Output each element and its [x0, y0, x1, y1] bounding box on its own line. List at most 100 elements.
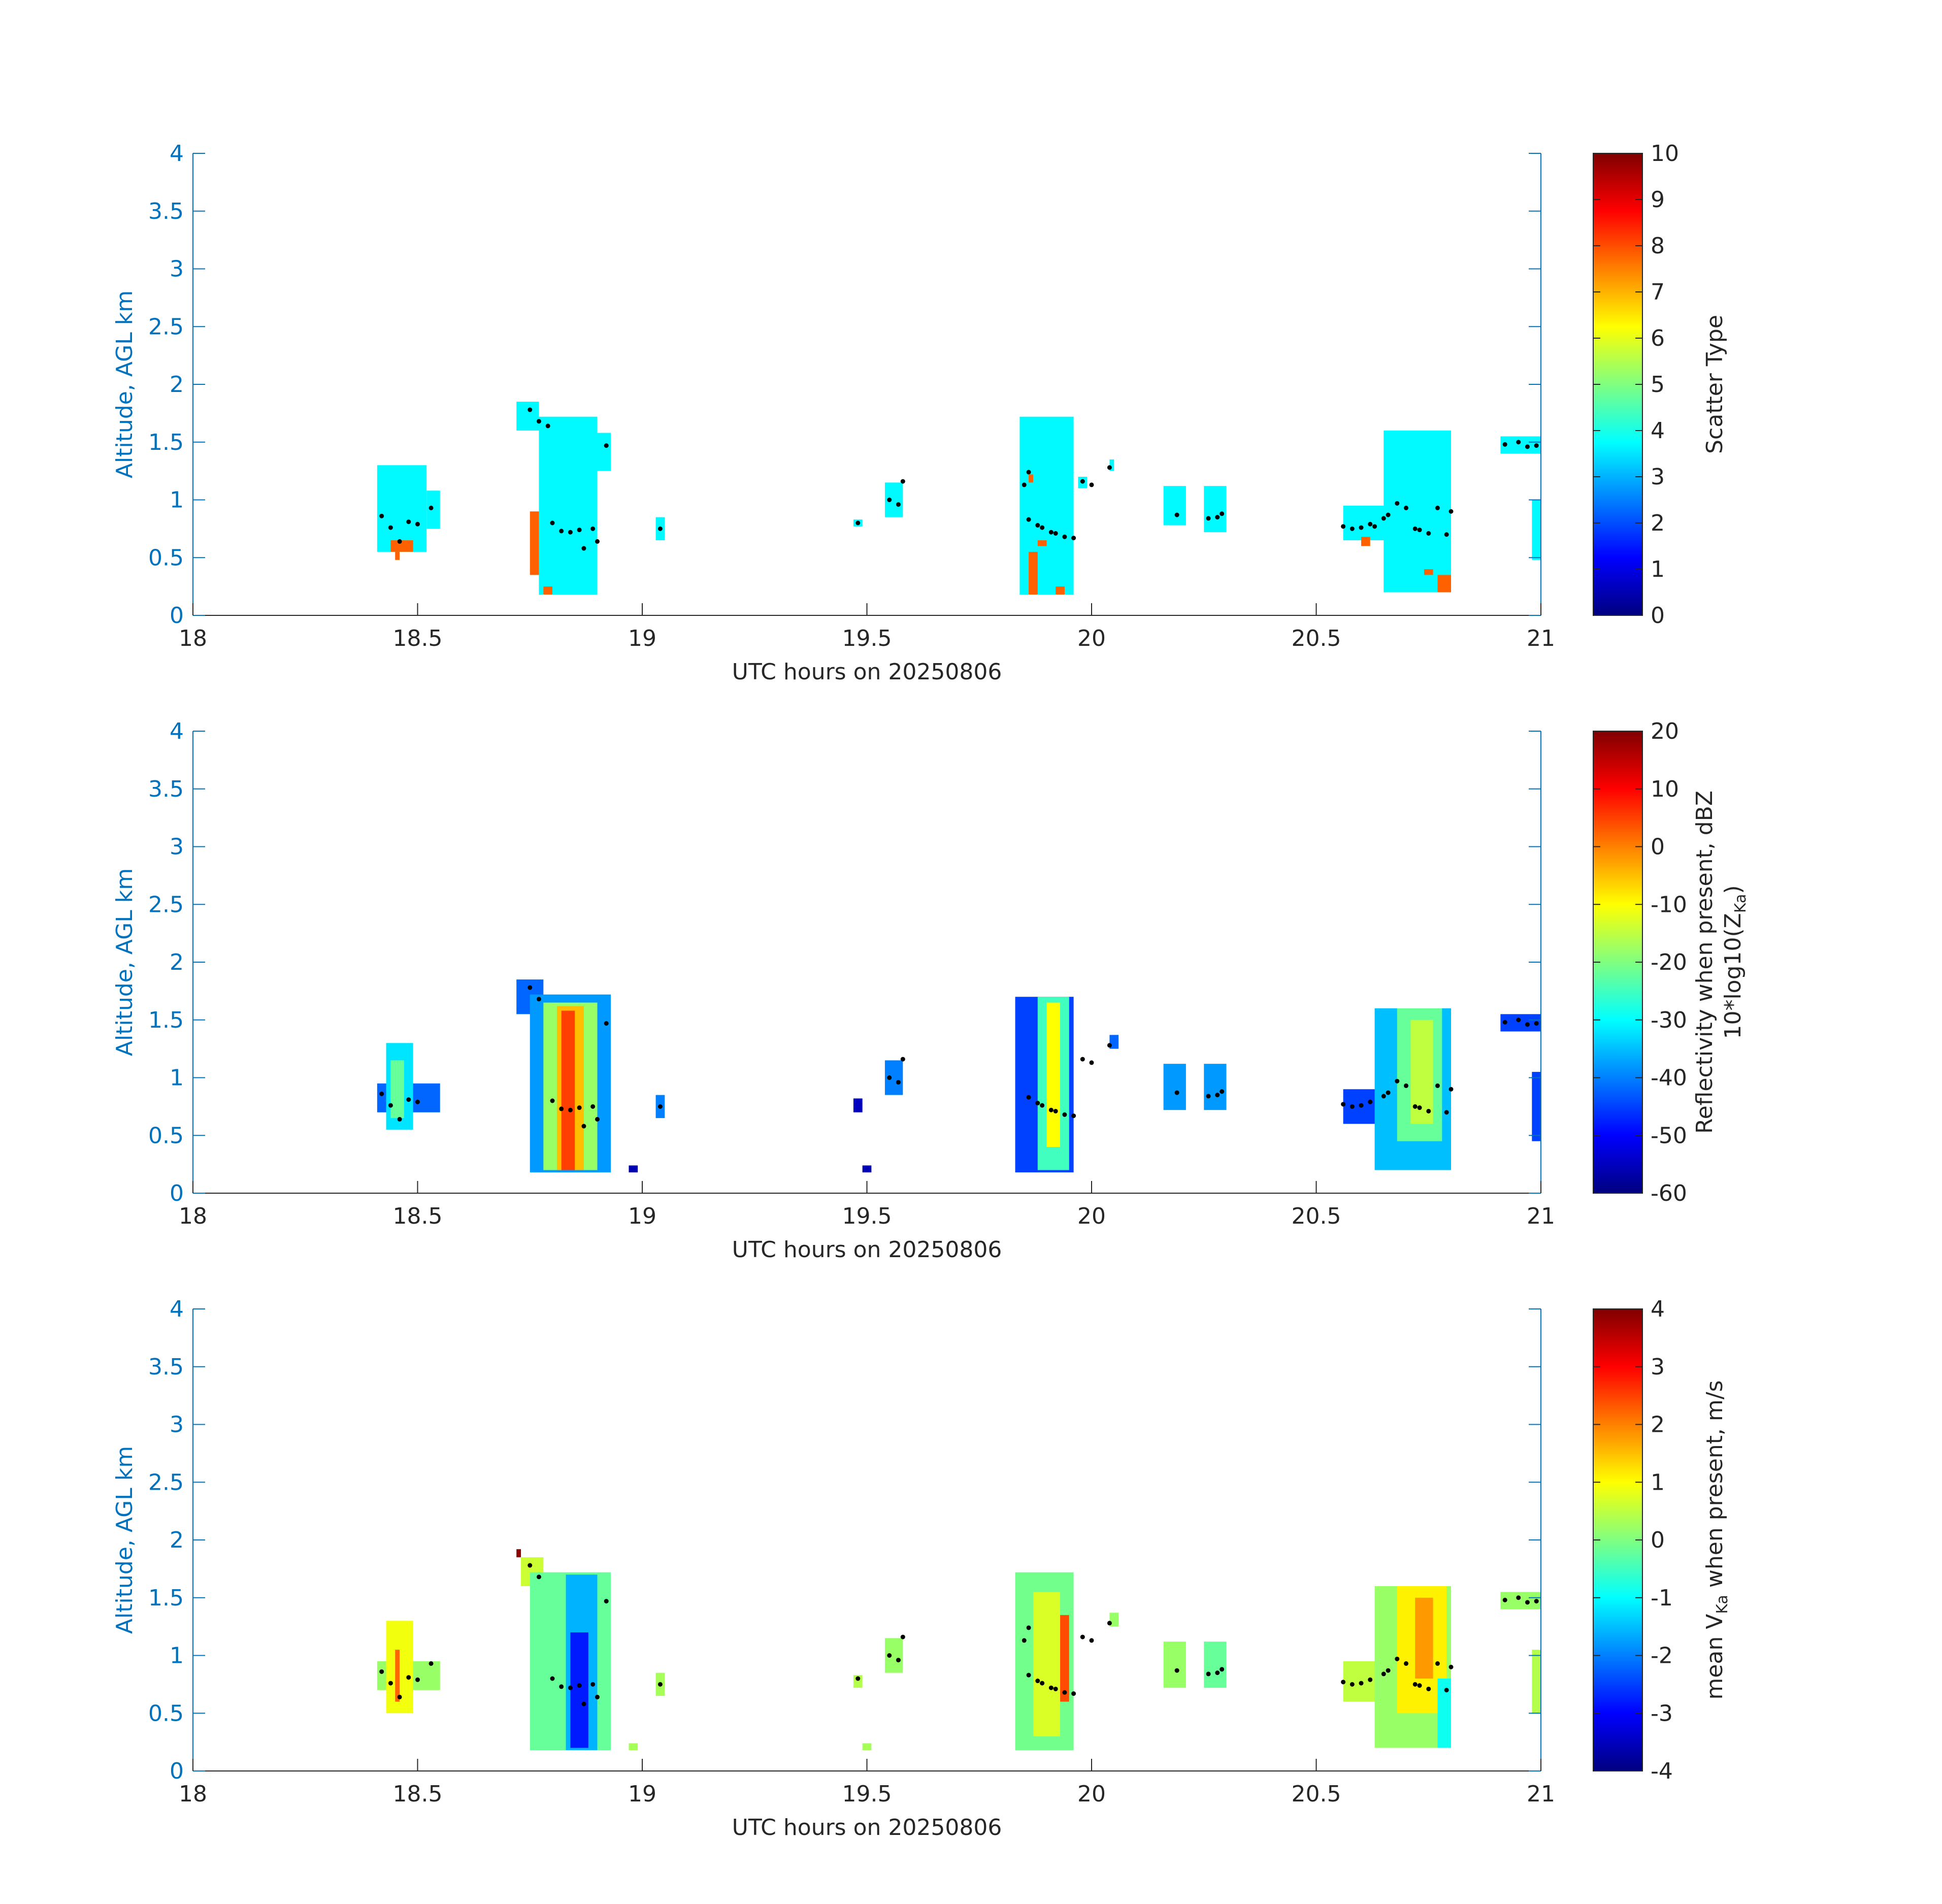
marker-point — [577, 1683, 582, 1688]
colorbar-tick-label: -50 — [1651, 1123, 1687, 1148]
heatmap-cell — [1437, 1679, 1451, 1748]
marker-point — [1071, 1113, 1076, 1119]
marker-point — [1071, 1691, 1076, 1696]
x-tick-label: 19.5 — [842, 1781, 892, 1807]
marker-point — [1071, 536, 1076, 541]
heatmap-cell — [516, 1549, 521, 1558]
x-tick-label: 21 — [1527, 626, 1555, 651]
marker-point — [595, 539, 600, 544]
marker-point — [581, 1124, 586, 1129]
marker-point — [1062, 534, 1067, 539]
colorbar-tick-label: 10 — [1651, 776, 1679, 802]
y-tick-label: 2.5 — [148, 892, 184, 917]
x-tick-label: 18 — [179, 626, 207, 651]
marker-point — [604, 443, 609, 448]
heatmap-cell — [1532, 1072, 1541, 1141]
x-tick-label: 21 — [1527, 1203, 1555, 1229]
heatmap-cell — [570, 1632, 588, 1748]
y-tick-label: 2.5 — [148, 314, 184, 340]
y-tick-label: 1.5 — [148, 430, 184, 455]
heatmap-cell — [1163, 1064, 1186, 1110]
marker-point — [1220, 511, 1225, 516]
marker-point — [604, 1021, 609, 1026]
marker-point — [1080, 1634, 1085, 1639]
marker-point — [536, 997, 541, 1002]
heatmap-cell — [629, 1165, 638, 1173]
marker-point — [1341, 1102, 1346, 1107]
marker-point — [1359, 1103, 1364, 1108]
marker-point — [581, 546, 586, 551]
marker-point — [1107, 1043, 1112, 1048]
marker-point — [406, 1097, 411, 1102]
colorbar-tick-label: 5 — [1651, 372, 1665, 398]
colorbar-tick-label: -40 — [1651, 1065, 1687, 1091]
marker-point — [1404, 1083, 1408, 1088]
marker-point — [1053, 1108, 1058, 1113]
marker-point — [1035, 1679, 1040, 1684]
x-tick-label: 18.5 — [393, 1203, 443, 1229]
marker-point — [1026, 1672, 1031, 1678]
marker-point — [657, 1682, 663, 1687]
marker-point — [1107, 1621, 1112, 1626]
colorbar-tick-label: -10 — [1651, 892, 1687, 917]
marker-point — [1035, 1101, 1040, 1106]
heatmap-cell — [629, 1743, 638, 1751]
marker-point — [590, 1682, 596, 1687]
heatmap-cell — [516, 402, 539, 431]
x-tick-label: 20 — [1077, 1781, 1106, 1807]
marker-point — [1412, 1104, 1418, 1109]
marker-point — [1359, 1681, 1364, 1686]
heatmap-cell — [1029, 551, 1038, 595]
marker-point — [397, 539, 402, 544]
heatmap-cell — [1361, 537, 1370, 546]
marker-point — [1089, 482, 1094, 487]
colorbar-tick-label: 10 — [1651, 141, 1679, 167]
colorbar: -4 -3 -2 -1 0 1 2 3 4 mean VKa when present, m/s — [1593, 1296, 1731, 1784]
colorbar-label-text: mean V — [1702, 1614, 1728, 1700]
marker-point — [1444, 1110, 1449, 1115]
y-axis-label: Altitude, AGL km — [112, 1446, 138, 1634]
y-tick-label: 3 — [170, 256, 184, 282]
x-tick-label: 18.5 — [393, 626, 443, 651]
marker-point — [1386, 1090, 1391, 1095]
y-tick-label: 1 — [170, 487, 184, 513]
marker-point — [1525, 444, 1530, 449]
marker-point — [1444, 532, 1449, 537]
y-tick-label: 2 — [170, 372, 184, 398]
y-tick-label: 2.5 — [148, 1469, 184, 1495]
marker-point — [595, 1117, 600, 1122]
marker-point — [559, 1684, 564, 1689]
heatmap-cell — [1163, 1642, 1186, 1688]
heatmap-cell — [862, 1743, 872, 1751]
colorbar-tick-label: 3 — [1651, 1354, 1665, 1380]
colorbar-tick-label: 7 — [1651, 279, 1665, 305]
colorbar-tick-label: 0 — [1651, 603, 1665, 629]
y-tick-label: 3 — [170, 834, 184, 860]
colorbar-label-subscript: Ka — [1714, 1595, 1731, 1614]
panel-2: 0 0.5 1 1.5 2 2.5 3 3.5 4 18 18.5 19 19.5 20 20.5 21 UTC… — [112, 718, 1750, 1263]
colorbar-label-close: ) — [1720, 885, 1746, 894]
heatmap-cell — [1204, 1642, 1227, 1688]
heatmap-cell — [1424, 569, 1433, 575]
colorbar-tick-label: -2 — [1651, 1643, 1673, 1669]
marker-point — [1435, 505, 1440, 510]
marker-point — [379, 1669, 384, 1674]
marker-point — [528, 1563, 533, 1568]
marker-point — [1386, 1668, 1391, 1673]
y-tick-label: 1.5 — [148, 1007, 184, 1033]
heatmap-cell — [1500, 1014, 1541, 1032]
heatmap-cell — [1204, 1064, 1227, 1110]
marker-point — [1062, 1690, 1067, 1695]
marker-point — [1341, 1680, 1346, 1685]
marker-point — [568, 1107, 573, 1112]
heatmap-cell — [862, 1165, 872, 1173]
y-tick-label: 0.5 — [148, 1700, 184, 1726]
y-tick-label: 0.5 — [148, 545, 184, 571]
y-tick-label: 3.5 — [148, 776, 184, 802]
colorbar-tick-label: 2 — [1651, 1412, 1665, 1438]
heatmap-cell — [1500, 436, 1541, 454]
marker-point — [1386, 512, 1391, 517]
y-tick-label: 1 — [170, 1643, 184, 1669]
marker-point — [1525, 1022, 1530, 1027]
y-tick-label: 2 — [170, 1527, 184, 1553]
